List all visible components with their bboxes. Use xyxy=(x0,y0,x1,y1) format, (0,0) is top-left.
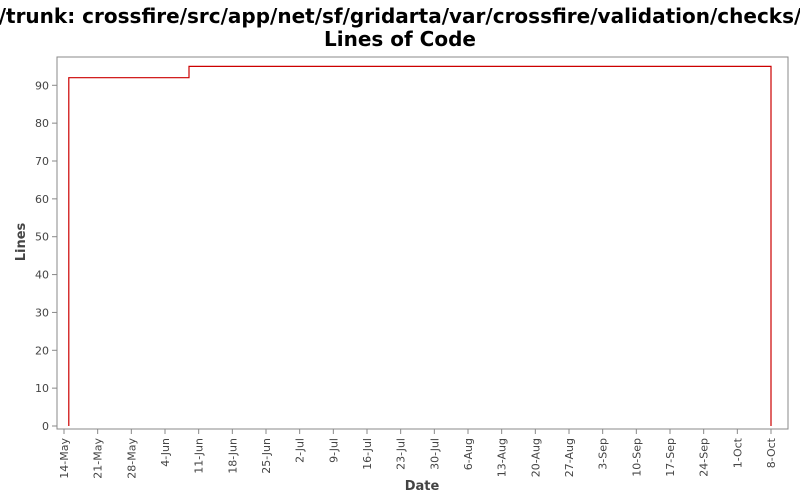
series-layer xyxy=(68,65,772,426)
plot-area xyxy=(56,56,789,430)
x-tick-label: 6-Aug xyxy=(462,438,475,470)
x-tick-label: 3-Sep xyxy=(597,438,610,470)
x-tick-label: 4-Jun xyxy=(159,438,172,467)
y-tick-label: 90 xyxy=(35,79,49,92)
x-tick-label: 23-Jul xyxy=(395,438,408,470)
x-tick-label: 11-Jun xyxy=(193,438,206,474)
x-tick-label: 21-May xyxy=(92,438,105,479)
x-tick-label: 8-Oct xyxy=(765,437,778,468)
y-tick-label: 0 xyxy=(42,420,49,433)
x-axis-label: Date xyxy=(405,479,440,494)
y-tick-label: 60 xyxy=(35,193,49,206)
x-tick-label: 9-Jul xyxy=(327,438,340,463)
y-tick-label: 70 xyxy=(35,155,49,168)
x-tick-label: 25-Jun xyxy=(260,438,273,474)
y-tick-label: 50 xyxy=(35,231,49,244)
y-tick-label: 80 xyxy=(35,117,49,130)
chart-title: /trunk: crossfire/src/app/net/sf/gridart… xyxy=(0,4,800,28)
y-axis-label: Lines xyxy=(14,222,29,261)
y-tick-label: 10 xyxy=(35,382,49,395)
series-line xyxy=(68,65,772,426)
x-axis: 14-May 21-May 28-May 4-Jun 11-Jun 18-Jun 25-Ju… xyxy=(58,429,778,479)
x-tick-label: 27-Aug xyxy=(563,438,576,477)
chart-subtitle: Lines of Code xyxy=(324,27,476,51)
x-tick-label: 17-Sep xyxy=(664,438,677,477)
x-tick-label: 16-Jul xyxy=(361,438,374,470)
x-tick-label: 13-Aug xyxy=(496,438,509,477)
x-tick-label: 1-Oct xyxy=(731,437,744,468)
x-tick-label: 14-May xyxy=(58,438,71,479)
x-tick-label: 24-Sep xyxy=(698,438,711,477)
y-tick-label: 30 xyxy=(35,306,49,319)
x-tick-label: 30-Jul xyxy=(428,438,441,470)
y-tick-label: 40 xyxy=(35,269,49,282)
y-axis: 0 10 20 30 40 50 60 70 80 90 xyxy=(35,79,57,433)
x-tick-label: 2-Jul xyxy=(294,438,307,463)
x-tick-label: 28-May xyxy=(125,438,138,479)
x-tick-label: 20-Aug xyxy=(529,438,542,477)
x-tick-label: 18-Jun xyxy=(226,438,239,474)
x-tick-label: 10-Sep xyxy=(630,438,643,477)
y-tick-label: 20 xyxy=(35,344,49,357)
